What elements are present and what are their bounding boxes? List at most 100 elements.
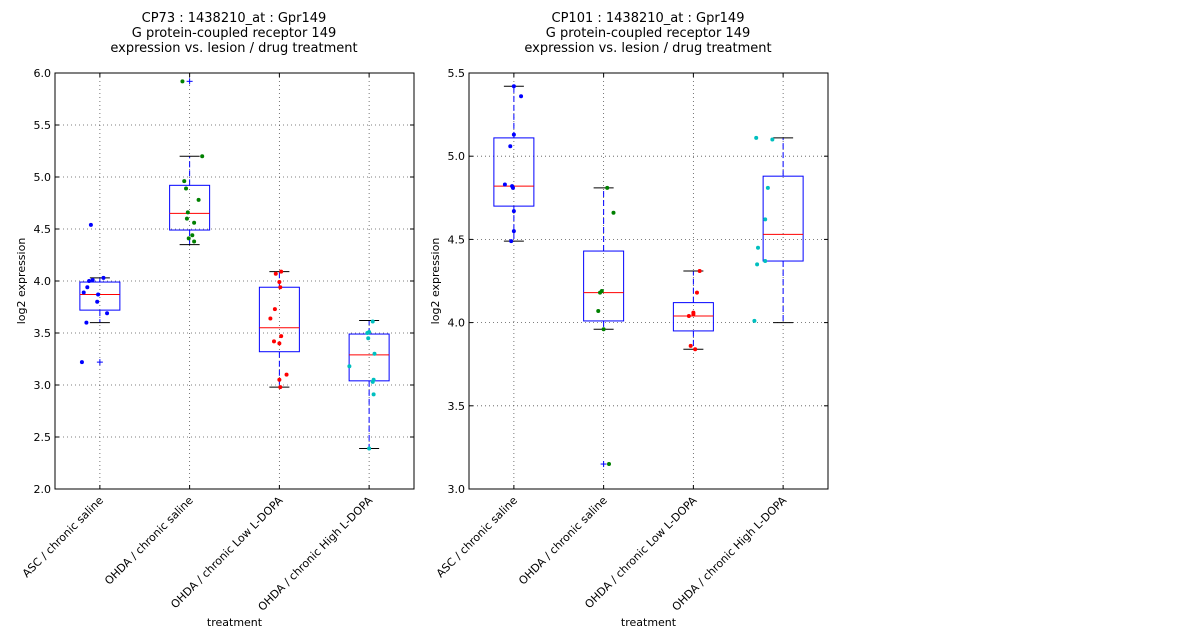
data-point xyxy=(366,336,371,341)
data-point xyxy=(519,94,524,99)
data-point xyxy=(694,290,699,295)
data-point xyxy=(611,210,616,215)
box-iqr xyxy=(169,184,211,231)
data-point xyxy=(510,185,515,190)
box-iqr xyxy=(672,302,714,332)
box-1 xyxy=(493,85,535,242)
data-point xyxy=(271,339,276,344)
data-point xyxy=(184,186,189,191)
data-point xyxy=(84,320,89,325)
y-tick-label: 4.0 xyxy=(448,317,466,330)
axes-frame xyxy=(54,72,415,490)
data-point xyxy=(186,236,191,241)
chart-title-line: CP101 : 1438210_at : Gpr149 xyxy=(552,11,745,26)
data-point xyxy=(190,233,195,238)
box-iqr xyxy=(583,250,625,322)
data-point xyxy=(372,351,377,356)
data-point xyxy=(79,360,84,365)
x-tick-label: OHDA / chronic saline xyxy=(102,494,196,588)
data-point xyxy=(279,269,284,274)
y-tick-label: 4.5 xyxy=(448,233,466,246)
data-point xyxy=(180,79,185,84)
chart-title-line: expression vs. lesion / drug treatment xyxy=(524,41,771,56)
data-point xyxy=(371,377,376,382)
box-4 xyxy=(762,137,804,324)
data-point xyxy=(508,144,513,149)
data-point xyxy=(87,279,92,283)
data-point xyxy=(185,210,190,215)
data-point xyxy=(754,135,759,140)
y-tick-label: 5.5 xyxy=(448,67,466,80)
y-axis-label: log2 expression xyxy=(429,238,442,325)
chart-title-line: CP73 : 1438210_at : Gpr149 xyxy=(142,11,327,26)
data-point xyxy=(200,154,205,159)
data-point xyxy=(88,222,93,227)
data-point xyxy=(90,277,95,282)
data-point xyxy=(511,132,516,137)
data-point xyxy=(277,280,282,285)
data-point xyxy=(278,285,283,290)
data-point xyxy=(95,299,100,304)
box-iqr xyxy=(348,333,390,382)
data-point xyxy=(511,84,516,89)
outlier-marker xyxy=(600,461,607,468)
y-tick-label: 3.0 xyxy=(34,379,52,392)
data-point xyxy=(763,217,768,222)
data-point xyxy=(85,285,90,290)
data-point xyxy=(367,446,372,451)
data-point xyxy=(601,327,606,332)
y-tick-label: 3.5 xyxy=(34,327,52,340)
data-point xyxy=(509,239,514,244)
data-point xyxy=(770,137,775,142)
y-tick-label: 4.0 xyxy=(34,275,52,288)
data-point xyxy=(691,310,696,315)
data-point xyxy=(371,392,376,397)
data-point xyxy=(196,197,201,202)
x-tick-label: OHDA / chronic saline xyxy=(516,494,610,588)
y-tick-label: 2.0 xyxy=(34,483,52,496)
data-point xyxy=(367,329,372,334)
data-point xyxy=(184,216,189,221)
data-point xyxy=(192,239,197,244)
box-iqr xyxy=(762,175,804,262)
chart-title-line: expression vs. lesion / drug treatment xyxy=(110,41,357,56)
data-point xyxy=(278,385,283,390)
chart-title-line: G protein-coupled receptor 149 xyxy=(546,26,751,41)
data-point xyxy=(277,377,282,382)
data-point xyxy=(607,462,612,467)
y-axis-label: log2 expression xyxy=(15,238,28,325)
x-axis-label: treatment xyxy=(207,616,263,629)
box-iqr xyxy=(493,137,535,207)
chart-title-line: G protein-coupled receptor 149 xyxy=(132,26,337,41)
outlier-marker xyxy=(186,78,193,85)
y-tick-label: 2.5 xyxy=(34,431,52,444)
data-point xyxy=(370,319,375,324)
axes-frame xyxy=(468,72,829,490)
data-point xyxy=(105,311,110,316)
data-point xyxy=(688,343,693,348)
data-point xyxy=(81,290,86,295)
y-tick-label: 3.5 xyxy=(448,400,466,413)
data-point xyxy=(697,269,702,274)
x-tick-label: ASC / chronic saline xyxy=(20,494,106,580)
x-tick-label: ASC / chronic saline xyxy=(434,494,520,580)
y-tick-label: 3.0 xyxy=(448,483,466,496)
y-tick-label: 4.5 xyxy=(34,223,52,236)
data-point xyxy=(752,318,757,323)
data-point xyxy=(347,364,352,369)
data-point xyxy=(502,182,507,187)
box-2 xyxy=(169,78,211,246)
data-point xyxy=(272,307,277,312)
data-point xyxy=(279,334,284,339)
data-point xyxy=(755,245,760,250)
data-point xyxy=(511,229,516,234)
y-tick-label: 6.0 xyxy=(34,67,52,80)
box-iqr xyxy=(79,281,121,311)
data-point xyxy=(511,209,516,214)
data-point xyxy=(284,372,289,377)
data-point xyxy=(277,341,282,346)
x-axis-label: treatment xyxy=(621,616,677,629)
